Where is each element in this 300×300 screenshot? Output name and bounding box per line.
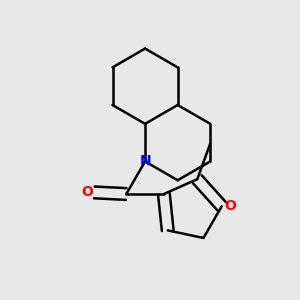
Text: O: O: [224, 199, 236, 213]
Text: O: O: [81, 185, 93, 200]
Text: N: N: [139, 154, 151, 169]
